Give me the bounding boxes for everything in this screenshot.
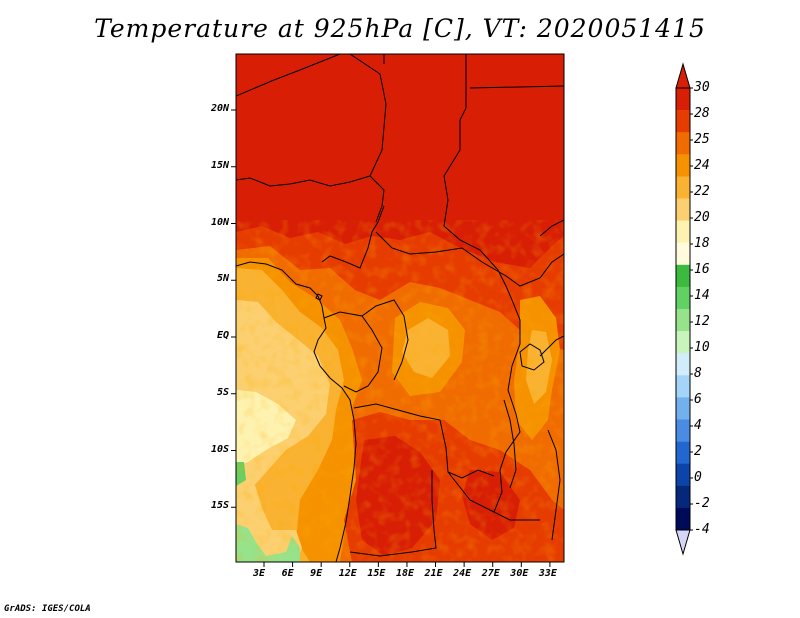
colorbar-swatch	[676, 419, 690, 442]
lon-tick-label: 27E	[481, 568, 500, 579]
lon-tick-label: 12E	[338, 568, 357, 579]
colorbar-swatch	[676, 220, 690, 243]
temperature-field	[236, 54, 564, 562]
lat-tick-label: EQ	[216, 330, 229, 341]
lat-tick-label: 15S	[210, 500, 229, 512]
lon-tick-label: 18E	[395, 568, 414, 579]
colorbar-swatch	[676, 463, 690, 487]
colorbar-swatch	[676, 507, 690, 531]
colorbar-level-label: 20	[694, 210, 710, 225]
colorbar-swatch	[676, 441, 690, 464]
colorbar-swatch	[676, 154, 690, 177]
colorbar-swatch	[676, 198, 690, 221]
colorbar-level-label: 22	[694, 184, 710, 199]
colorbar-swatch	[676, 264, 690, 288]
colorbar-swatch	[676, 286, 690, 310]
colorbar-swatch	[676, 309, 690, 332]
lat-tick-label: 15N	[210, 159, 229, 171]
colorbar-level-label: -2	[694, 496, 710, 511]
colorbar-swatch	[676, 242, 690, 266]
colorbar-level-label: 10	[694, 340, 710, 355]
colorbar-level-label: 25	[694, 132, 710, 147]
lon-tick-label: 6E	[281, 568, 294, 579]
colorbar-swatch	[676, 176, 690, 199]
colorbar-level-label: 8	[694, 366, 702, 381]
colorbar-level-label: 24	[694, 158, 710, 173]
colorbar-level-label: 6	[694, 392, 702, 407]
colorbar-swatch	[676, 375, 690, 398]
lon-tick-label: 30E	[510, 568, 529, 579]
colorbar-swatch	[676, 331, 690, 354]
colorbar	[675, 62, 693, 556]
colorbar-level-label: -4	[694, 522, 710, 537]
colorbar-level-label: 0	[694, 470, 702, 485]
colorbar-level-label: 14	[694, 288, 710, 303]
colorbar-level-label: 18	[694, 236, 710, 251]
lat-tick-label: 5N	[216, 273, 229, 285]
lat-tick-label: 10N	[210, 216, 229, 228]
lon-tick-label: 15E	[367, 568, 386, 579]
colorbar-level-label: 2	[694, 444, 702, 459]
colorbar-swatch	[676, 132, 690, 155]
lon-tick-label: 3E	[253, 568, 266, 579]
colorbar-level-label: 4	[694, 418, 702, 433]
lon-tick-label: 33E	[538, 568, 557, 579]
colorbar-swatch	[676, 397, 690, 420]
colorbar-top-arrow	[675, 62, 691, 89]
colorbar-level-label: 16	[694, 262, 710, 277]
map-frame	[235, 53, 565, 563]
colorbar-swatch	[676, 353, 690, 376]
lon-tick-label: 21E	[424, 568, 443, 579]
footer-credit: GrADS: IGES/COLA	[4, 604, 91, 614]
colorbar-level-label: 12	[694, 314, 710, 329]
lat-tick-label: 5S	[216, 386, 229, 398]
lon-tick-label: 24E	[453, 568, 472, 579]
colorbar-swatch	[676, 485, 690, 509]
lat-tick-label: 10S	[210, 443, 229, 455]
map-title: Temperature at 925hPa [C], VT: 202005141…	[94, 14, 706, 43]
lon-tick-label: 9E	[310, 568, 323, 579]
colorbar-level-label: 28	[694, 106, 710, 121]
colorbar-swatch	[676, 110, 690, 133]
colorbar-bottom-arrow	[675, 529, 691, 556]
colorbar-level-label: 30	[694, 80, 710, 95]
axis-ticks	[231, 109, 551, 567]
colorbar-swatch	[676, 88, 690, 111]
lat-tick-label: 20N	[210, 103, 229, 114]
country-borders	[236, 54, 564, 562]
